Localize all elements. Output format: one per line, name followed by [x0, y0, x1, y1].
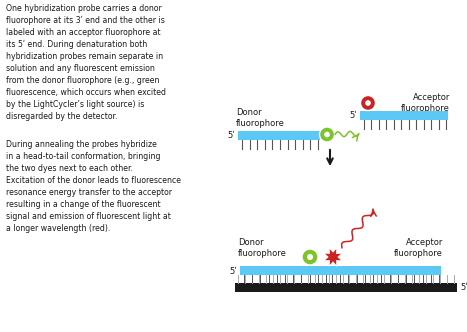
Text: Acceptor
fluorophore: Acceptor fluorophore [394, 238, 443, 258]
Text: One hybridization probe carries a donor
fluorophore at its 3ʹ end and the other : One hybridization probe carries a donor … [6, 4, 166, 121]
Text: During annealing the probes hybridize
in a head-to-tail conformation, bringing
t: During annealing the probes hybridize in… [6, 140, 181, 233]
Circle shape [307, 254, 313, 260]
Bar [360, 111, 448, 120]
Text: 5ʹ: 5ʹ [229, 267, 237, 276]
Text: 5ʹ: 5ʹ [349, 112, 357, 121]
Text: 5ʹ: 5ʹ [329, 267, 337, 276]
Bar [238, 131, 320, 140]
Polygon shape [324, 248, 342, 266]
Circle shape [324, 132, 330, 137]
Text: 5ʹ: 5ʹ [460, 284, 467, 292]
Circle shape [365, 100, 371, 106]
Text: 5ʹ: 5ʹ [227, 131, 235, 140]
Circle shape [361, 96, 375, 111]
Bar [235, 283, 457, 292]
Bar [328, 266, 441, 275]
Text: Donor
fluorophore: Donor fluorophore [238, 238, 287, 258]
Text: Donor
fluorophore: Donor fluorophore [236, 108, 285, 128]
Bar [240, 266, 328, 275]
Circle shape [319, 127, 334, 142]
Text: Acceptor
fluorophore: Acceptor fluorophore [401, 93, 450, 113]
Circle shape [302, 249, 318, 265]
